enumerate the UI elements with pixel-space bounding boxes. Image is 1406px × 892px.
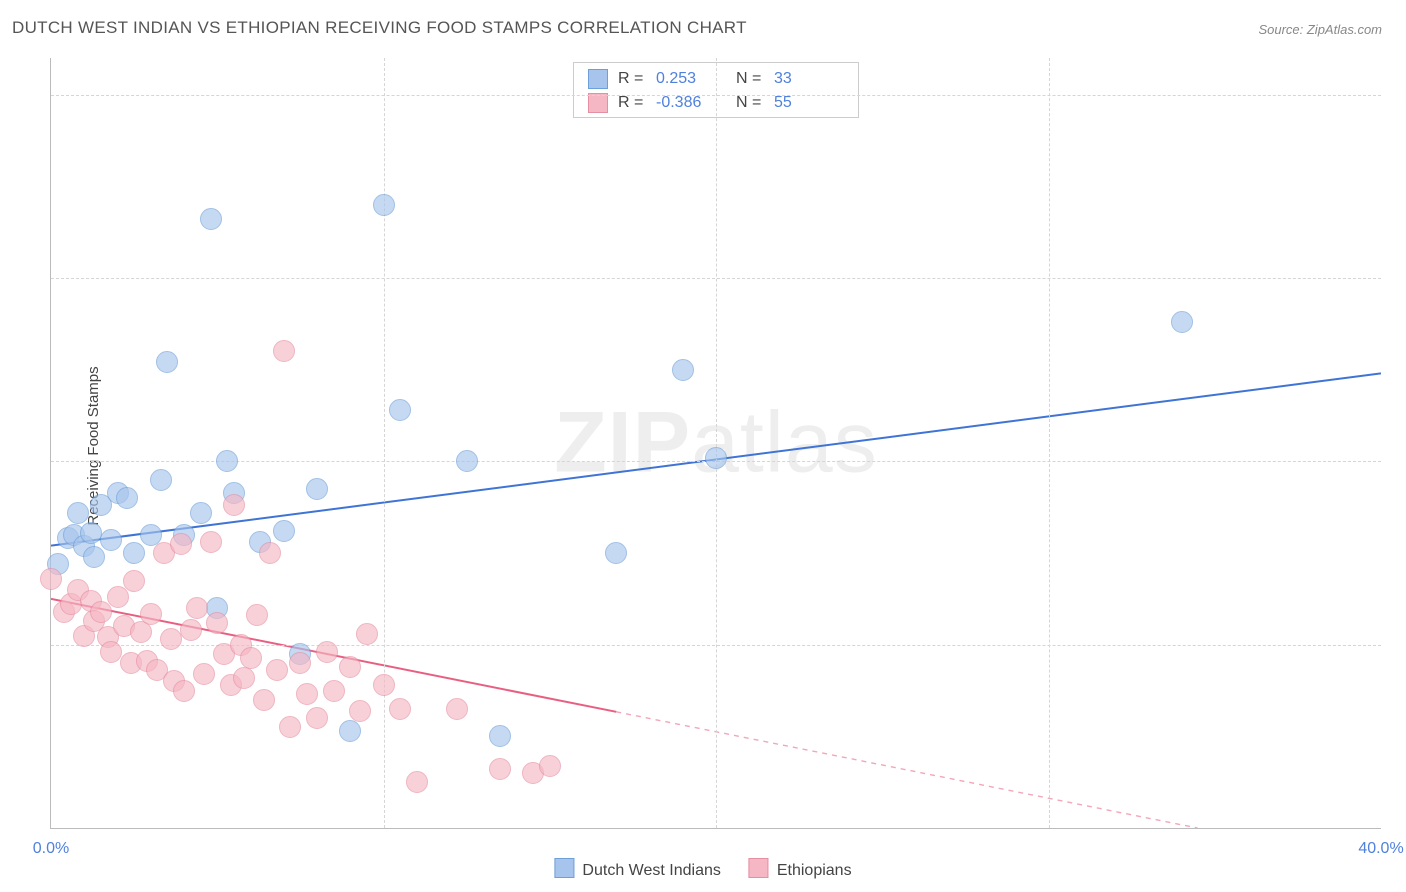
gridline-v [384,58,385,828]
data-point [193,663,215,685]
data-point [240,647,262,669]
data-point [339,720,361,742]
data-point [200,208,222,230]
data-point [373,674,395,696]
data-point [306,707,328,729]
legend-swatch [588,69,608,89]
source-label: Source: ZipAtlas.com [1258,22,1382,37]
data-point [1171,311,1193,333]
data-point [539,755,561,777]
data-point [296,683,318,705]
gridline-v [1049,58,1050,828]
data-point [116,487,138,509]
data-point [279,716,301,738]
legend-series: Dutch West Indians Ethiopians [554,858,851,880]
data-point [40,568,62,590]
data-point [349,700,371,722]
data-point [156,351,178,373]
data-point [273,520,295,542]
data-point [356,623,378,645]
legend-swatch [749,858,769,878]
data-point [200,531,222,553]
x-tick-label: 0.0% [33,840,69,858]
data-point [389,698,411,720]
data-point [223,494,245,516]
data-point [100,529,122,551]
y-tick-label: 10.0% [1391,636,1406,654]
legend-r-label: R = [618,94,646,112]
data-point [186,597,208,619]
data-point [140,603,162,625]
data-point [246,604,268,626]
data-point [406,771,428,793]
data-point [273,340,295,362]
data-point [306,478,328,500]
legend-n-label: N = [736,70,764,88]
data-point [489,725,511,747]
chart-title: DUTCH WEST INDIAN VS ETHIOPIAN RECEIVING… [12,18,747,38]
legend-n-label: N = [736,94,764,112]
legend-swatch [588,93,608,113]
data-point [100,641,122,663]
data-point [233,667,255,689]
y-tick-label: 20.0% [1391,452,1406,470]
trendline-dashed [616,712,1197,828]
x-tick-label: 40.0% [1358,840,1403,858]
y-tick-label: 40.0% [1391,86,1406,104]
data-point [190,502,212,524]
plot-area: ZIPatlas R =0.253N =33R =-0.386N =55 10.… [50,58,1381,829]
data-point [705,447,727,469]
legend-r-label: R = [618,70,646,88]
data-point [253,689,275,711]
data-point [123,570,145,592]
legend-item: Dutch West Indians [554,858,720,880]
legend-n-value: 33 [774,70,844,88]
data-point [107,586,129,608]
data-point [123,542,145,564]
data-point [672,359,694,381]
data-point [160,628,182,650]
data-point [83,546,105,568]
data-point [323,680,345,702]
legend-label: Dutch West Indians [582,862,720,879]
data-point [180,619,202,641]
legend-item: Ethiopians [749,858,852,880]
legend-swatch [554,858,574,878]
data-point [446,698,468,720]
data-point [289,652,311,674]
data-point [316,641,338,663]
legend-n-value: 55 [774,94,844,112]
data-point [173,680,195,702]
gridline-v [716,58,717,828]
data-point [605,542,627,564]
data-point [259,542,281,564]
data-point [216,450,238,472]
data-point [339,656,361,678]
data-point [266,659,288,681]
data-point [456,450,478,472]
y-tick-label: 30.0% [1391,269,1406,287]
data-point [80,522,102,544]
data-point [170,533,192,555]
data-point [389,399,411,421]
legend-label: Ethiopians [777,862,852,879]
data-point [67,502,89,524]
data-point [373,194,395,216]
data-point [150,469,172,491]
data-point [206,612,228,634]
data-point [489,758,511,780]
